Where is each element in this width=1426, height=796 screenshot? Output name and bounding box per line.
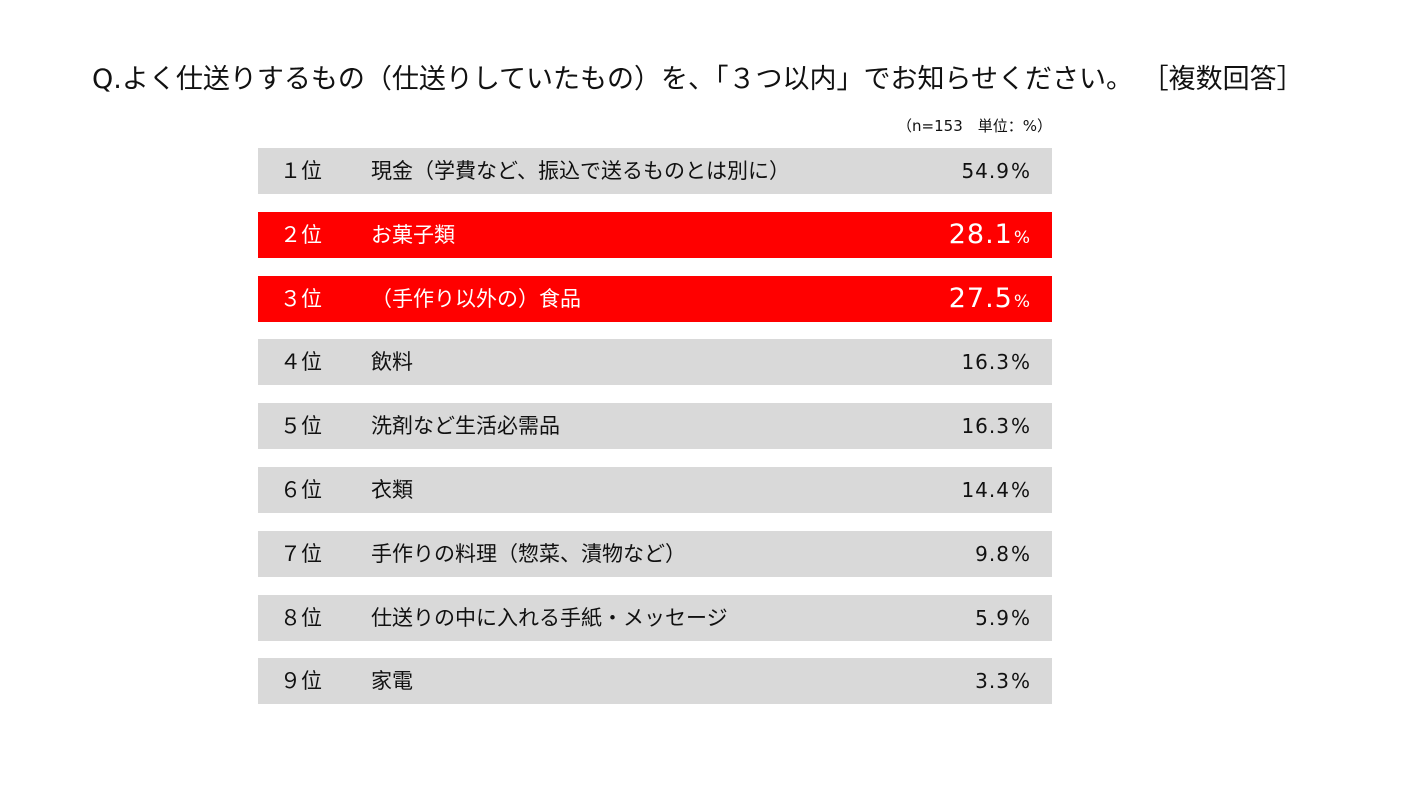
percentage-value: 27.5% bbox=[949, 276, 1030, 322]
percentage-number: 9.8 bbox=[975, 541, 1010, 566]
percent-sign: % bbox=[1010, 350, 1030, 375]
percentage-number: 28.1 bbox=[948, 218, 1013, 250]
percent-sign: % bbox=[1010, 159, 1030, 183]
ranking-row: ７位 手作りの料理（惣菜、漬物など） 9.8% bbox=[258, 530, 1052, 577]
percentage-number: 14.4 bbox=[961, 478, 1010, 502]
percentage-number: 16.3 bbox=[961, 414, 1010, 439]
item-label: 仕送りの中に入れる手紙・メッセージ bbox=[371, 605, 728, 630]
rank-label: ２位 bbox=[280, 222, 322, 247]
percentage-value: 28.1% bbox=[949, 212, 1030, 258]
item-label: 衣類 bbox=[371, 478, 413, 502]
percentage-value: 16.3% bbox=[961, 339, 1030, 385]
item-label: お菓子類 bbox=[371, 222, 455, 247]
item-label: 家電 bbox=[371, 669, 413, 694]
item-label: 飲料 bbox=[371, 350, 413, 375]
rank-label: ４位 bbox=[280, 350, 322, 375]
ranking-row: ４位 飲料 16.3% bbox=[258, 339, 1052, 386]
ranking-row: ３位 （手作り以外の）食品 27.5% bbox=[258, 275, 1052, 322]
ranking-row: ８位 仕送りの中に入れる手紙・メッセージ 5.9% bbox=[258, 594, 1052, 641]
item-label: 洗剤など生活必需品 bbox=[371, 414, 560, 439]
rank-label: １位 bbox=[280, 159, 322, 183]
ranking-row: ２位 お菓子類 28.1% bbox=[258, 211, 1052, 258]
ranking-row: ５位 洗剤など生活必需品 16.3% bbox=[258, 403, 1052, 450]
percentage-value: 54.9% bbox=[961, 148, 1030, 194]
rank-label: ９位 bbox=[280, 669, 322, 694]
ranking-row: ６位 衣類 14.4% bbox=[258, 467, 1052, 513]
percentage-number: 5.9 bbox=[975, 605, 1010, 630]
ranking-row: １位 現金（学費など、振込で送るものとは別に） 54.9% bbox=[258, 148, 1052, 194]
percentage-number: 3.3 bbox=[975, 669, 1010, 694]
rank-label: ３位 bbox=[280, 286, 322, 311]
percentage-number: 54.9 bbox=[961, 159, 1010, 183]
item-label: 手作りの料理（惣菜、漬物など） bbox=[371, 541, 686, 566]
sample-size-unit-note: （n=153 単位：%） bbox=[897, 117, 1052, 135]
percentage-value: 16.3% bbox=[961, 403, 1030, 449]
percentage-number: 27.5 bbox=[948, 282, 1013, 314]
percentage-value: 14.4% bbox=[961, 467, 1030, 513]
percentage-number: 16.3 bbox=[961, 350, 1010, 375]
percent-sign: % bbox=[1013, 291, 1030, 312]
ranking-row: ９位 家電 3.3% bbox=[258, 658, 1052, 705]
percent-sign: % bbox=[1010, 414, 1030, 439]
rank-label: ５位 bbox=[280, 414, 322, 439]
percent-sign: % bbox=[1010, 541, 1030, 566]
percent-sign: % bbox=[1013, 227, 1030, 248]
rank-label: ８位 bbox=[280, 605, 322, 630]
rank-label: ６位 bbox=[280, 478, 322, 502]
item-label: 現金（学費など、振込で送るものとは別に） bbox=[371, 159, 790, 183]
item-label: （手作り以外の）食品 bbox=[371, 286, 581, 311]
percent-sign: % bbox=[1010, 669, 1030, 694]
percent-sign: % bbox=[1010, 605, 1030, 630]
percentage-value: 5.9% bbox=[975, 595, 1030, 641]
chart-title: Q.よく仕送りするもの（仕送りしていたもの）を、「３つ以内」でお知らせください。… bbox=[92, 64, 1304, 95]
rank-label: ７位 bbox=[280, 541, 322, 566]
percent-sign: % bbox=[1010, 478, 1030, 502]
percentage-value: 3.3% bbox=[975, 658, 1030, 704]
percentage-value: 9.8% bbox=[975, 531, 1030, 577]
